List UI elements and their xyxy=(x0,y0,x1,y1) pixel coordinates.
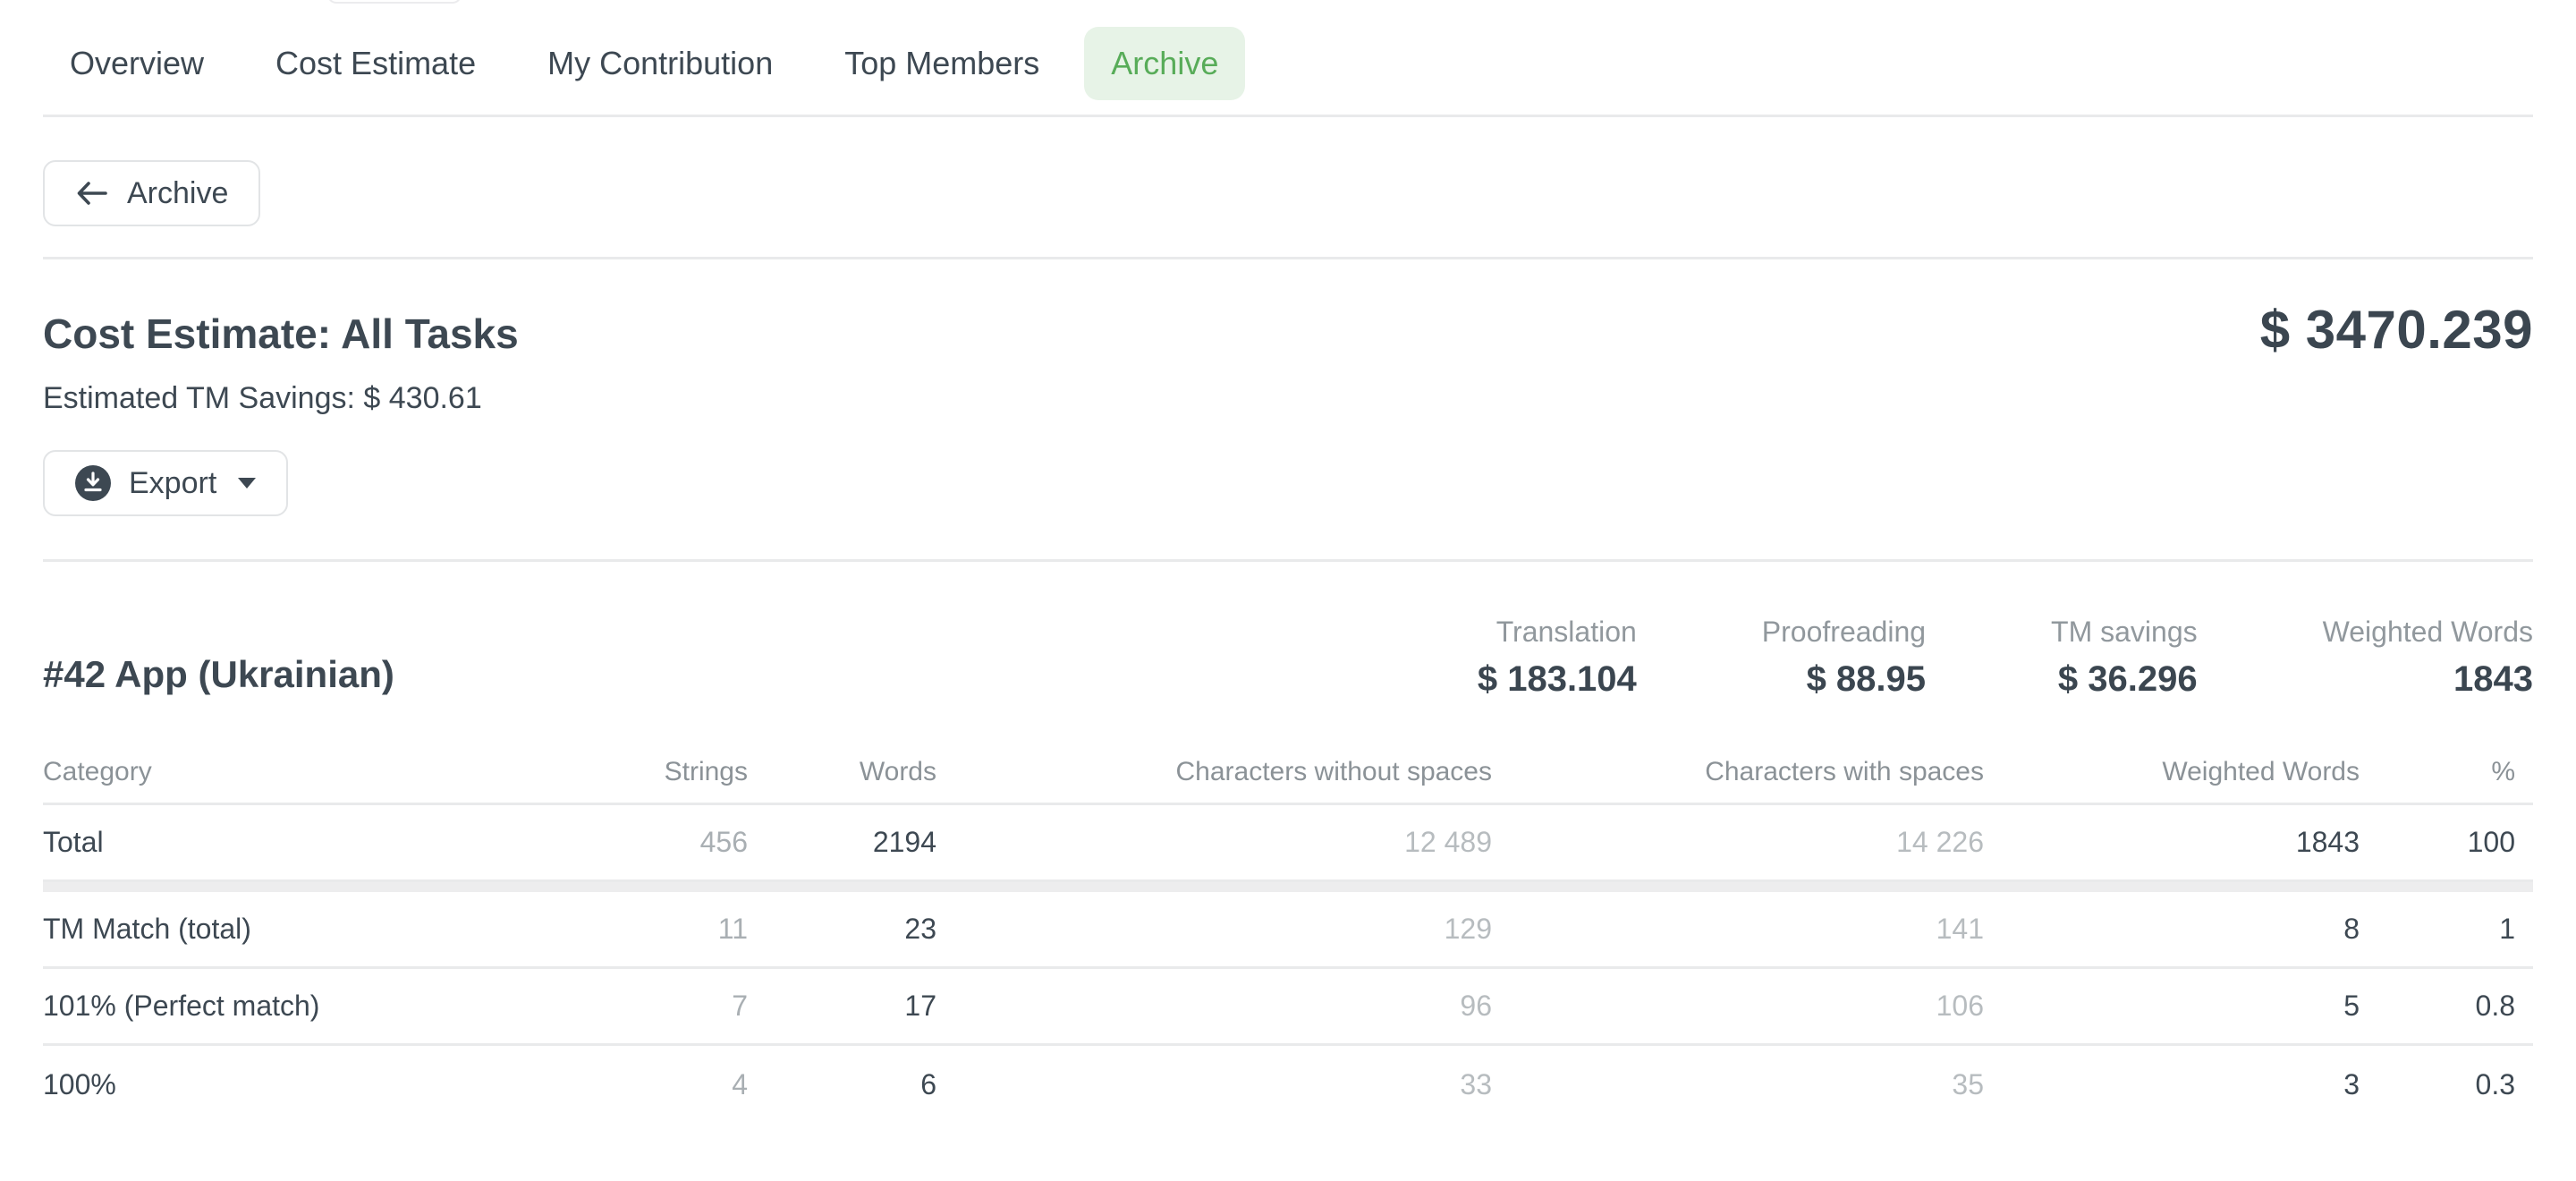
cell-chars-no-spaces: 12 489 xyxy=(1404,826,1492,858)
col-chars-with-spaces: Characters with spaces xyxy=(1705,756,1984,786)
task-section-header: #42 App (Ukrainian) Translation $ 183.10… xyxy=(43,616,2533,700)
cell-weighted-words: 8 xyxy=(2343,913,2360,945)
col-weighted-words: Weighted Words xyxy=(2162,756,2360,786)
cell-percent: 1 xyxy=(2499,913,2515,945)
stat-tm-savings: TM savings $ 36.296 xyxy=(2051,616,2198,700)
cell-chars-with-spaces: 35 xyxy=(1952,1067,1984,1100)
archive-back-button[interactable]: Archive xyxy=(43,160,261,226)
divider xyxy=(43,257,2533,259)
page-title: Cost Estimate: All Tasks xyxy=(43,310,519,357)
cell-strings: 7 xyxy=(732,990,748,1022)
cell-category: TM Match (total) xyxy=(43,913,251,945)
task-title: #42 App (Ukrainian) xyxy=(43,653,394,695)
cost-estimate-header: Cost Estimate: All Tasks $ 3470.239 Esti… xyxy=(43,259,2533,516)
table-row-100-percent: 100% 4 6 33 35 3 0.3 xyxy=(43,1046,2533,1123)
cell-chars-no-spaces: 129 xyxy=(1444,913,1492,945)
tm-savings-line: Estimated TM Savings: $ 430.61 xyxy=(43,381,482,415)
stat-value: 1843 xyxy=(2453,659,2533,699)
divider xyxy=(43,115,2533,117)
col-chars-no-spaces: Characters without spaces xyxy=(1175,756,1493,786)
cell-strings: 4 xyxy=(732,1067,748,1100)
tab-my-contribution[interactable]: My Contribution xyxy=(547,45,774,81)
cell-category: Total xyxy=(43,826,104,858)
back-row: Archive xyxy=(43,160,2533,226)
cell-words: 2194 xyxy=(872,826,936,858)
cost-table-header: Category Strings Words Characters withou… xyxy=(43,741,2533,805)
col-strings: Strings xyxy=(664,756,748,786)
tab-archive[interactable]: Archive xyxy=(1084,27,1246,100)
table-row-total: Total 456 2194 12 489 14 226 1843 100 xyxy=(43,805,2533,882)
project-tabs: Overview Cost Estimate My Contribution T… xyxy=(43,27,2533,100)
cell-percent: 100 xyxy=(2467,826,2515,858)
download-circle-icon xyxy=(75,465,111,501)
total-price: $ 3470.239 xyxy=(2259,300,2533,360)
cell-chars-with-spaces: 106 xyxy=(1936,990,1984,1022)
cutoff-element-top xyxy=(327,0,462,4)
cost-table: Category Strings Words Characters withou… xyxy=(43,741,2533,1123)
cell-weighted-words: 1843 xyxy=(2295,826,2360,858)
tab-top-members[interactable]: Top Members xyxy=(844,45,1040,81)
stat-label: TM savings xyxy=(2051,616,2198,648)
stat-proofreading: Proofreading $ 88.95 xyxy=(1762,616,1926,700)
col-percent: % xyxy=(2491,756,2515,786)
export-label: Export xyxy=(129,465,217,500)
total-row-separator xyxy=(43,882,2533,892)
arrow-left-icon xyxy=(75,180,109,207)
stat-value: $ 36.296 xyxy=(2057,659,2198,699)
cell-percent: 0.3 xyxy=(2475,1067,2515,1100)
cell-chars-no-spaces: 33 xyxy=(1460,1067,1492,1100)
divider xyxy=(43,559,2533,562)
cell-strings: 456 xyxy=(699,826,748,858)
stat-label: Translation xyxy=(1496,616,1637,648)
stat-label: Proofreading xyxy=(1761,616,1927,648)
cell-weighted-words: 3 xyxy=(2343,1067,2360,1100)
table-row-101-percent: 101% (Perfect match) 7 17 96 106 5 0.8 xyxy=(43,969,2533,1046)
export-button[interactable]: Export xyxy=(43,450,289,516)
cell-strings: 11 xyxy=(717,913,748,945)
table-row-tm-match: TM Match (total) 11 23 129 141 8 1 xyxy=(43,892,2533,969)
stat-weighted-words: Weighted Words 1843 xyxy=(2323,616,2533,700)
stat-translation: Translation $ 183.104 xyxy=(1478,616,1637,700)
cell-weighted-words: 5 xyxy=(2343,990,2360,1022)
cell-words: 6 xyxy=(920,1067,936,1100)
chevron-down-icon xyxy=(238,478,257,489)
cell-chars-with-spaces: 14 226 xyxy=(1896,826,1984,858)
cell-chars-with-spaces: 141 xyxy=(1936,913,1984,945)
stat-label: Weighted Words xyxy=(2322,616,2533,648)
cell-percent: 0.8 xyxy=(2475,990,2515,1022)
task-stats: Translation $ 183.104 Proofreading $ 88.… xyxy=(1478,616,2533,700)
stat-value: $ 88.95 xyxy=(1806,659,1927,699)
archive-back-label: Archive xyxy=(127,175,229,210)
cell-words: 17 xyxy=(904,990,936,1022)
cell-category: 101% (Perfect match) xyxy=(43,990,320,1022)
task-section: #42 App (Ukrainian) Translation $ 183.10… xyxy=(43,616,2533,1123)
tab-overview[interactable]: Overview xyxy=(70,45,205,81)
col-words: Words xyxy=(859,756,936,786)
tab-cost-estimate[interactable]: Cost Estimate xyxy=(275,45,477,81)
col-category: Category xyxy=(43,756,152,786)
export-row: Export xyxy=(43,450,2533,516)
cell-category: 100% xyxy=(43,1067,116,1100)
cell-words: 23 xyxy=(904,913,936,945)
cell-chars-no-spaces: 96 xyxy=(1460,990,1492,1022)
stat-value: $ 183.104 xyxy=(1477,659,1637,699)
